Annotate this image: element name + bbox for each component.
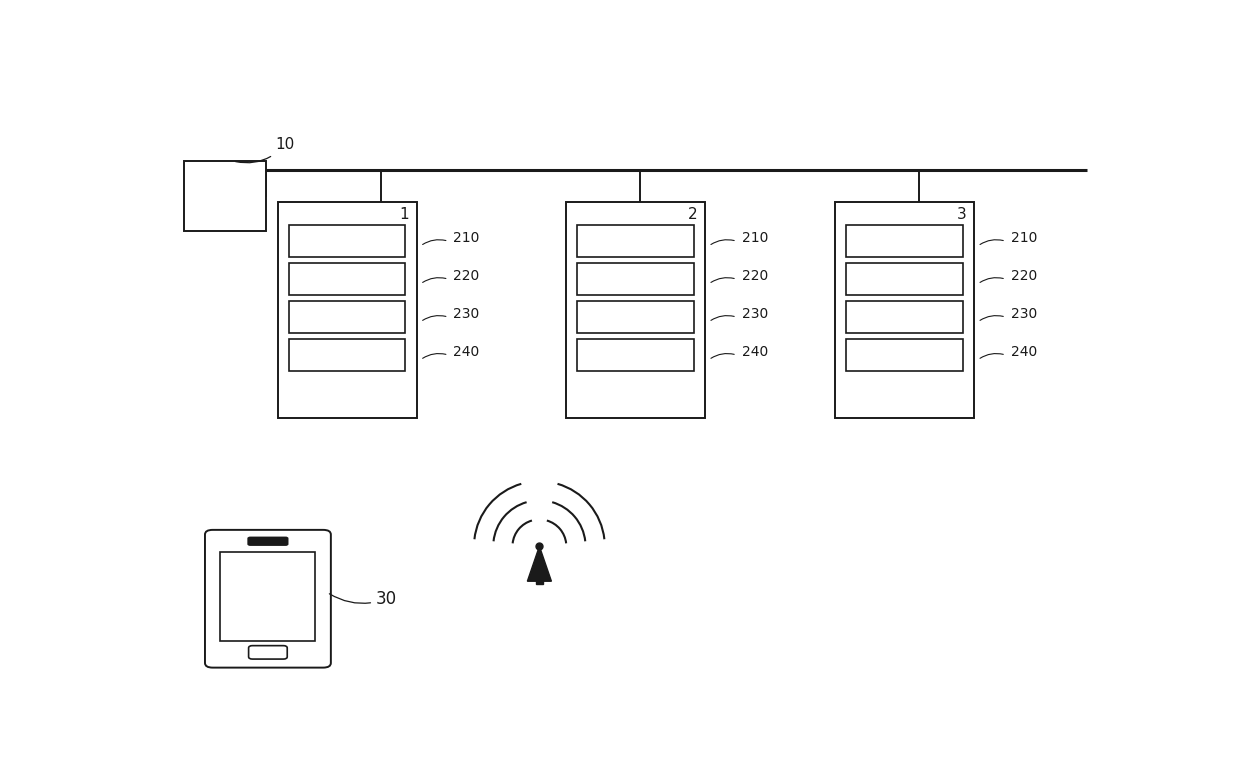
Bar: [293, 342, 409, 374]
Text: 240: 240: [1011, 345, 1037, 359]
Bar: [847, 263, 962, 296]
Text: 220: 220: [742, 269, 768, 283]
Bar: [293, 304, 409, 336]
Bar: [582, 266, 697, 298]
Bar: [289, 339, 405, 371]
Bar: [293, 266, 409, 298]
Text: 1: 1: [399, 206, 409, 221]
Bar: [578, 225, 693, 257]
Bar: [289, 301, 405, 334]
Bar: [851, 304, 966, 336]
Bar: [582, 228, 697, 260]
Text: 210: 210: [1011, 231, 1037, 246]
Bar: [851, 228, 966, 260]
Text: 220: 220: [1011, 269, 1037, 283]
Text: 230: 230: [742, 307, 768, 321]
Bar: [289, 263, 405, 296]
FancyBboxPatch shape: [248, 646, 288, 659]
Bar: [578, 301, 693, 334]
Text: 230: 230: [1011, 307, 1037, 321]
Text: 10: 10: [236, 137, 294, 163]
Text: 210: 210: [454, 231, 480, 246]
FancyBboxPatch shape: [205, 530, 331, 668]
Text: 240: 240: [742, 345, 768, 359]
Bar: [847, 225, 962, 257]
Text: 210: 210: [742, 231, 768, 246]
Bar: [578, 263, 693, 296]
Bar: [293, 228, 409, 260]
Bar: [184, 161, 265, 231]
Text: 30: 30: [330, 590, 397, 608]
Bar: [278, 202, 417, 418]
Text: 220: 220: [454, 269, 480, 283]
Text: 3: 3: [957, 206, 966, 221]
Text: 240: 240: [454, 345, 480, 359]
FancyBboxPatch shape: [247, 537, 289, 546]
Polygon shape: [527, 547, 552, 581]
Bar: [847, 301, 962, 334]
Polygon shape: [536, 581, 543, 584]
Bar: [847, 339, 962, 371]
Bar: [582, 342, 697, 374]
Text: 230: 230: [454, 307, 480, 321]
Bar: [565, 202, 706, 418]
Bar: [578, 339, 693, 371]
Bar: [289, 225, 405, 257]
Bar: [851, 266, 966, 298]
Bar: [582, 304, 697, 336]
Text: 2: 2: [688, 206, 697, 221]
Bar: [851, 342, 966, 374]
Bar: [221, 552, 315, 641]
Bar: [835, 202, 975, 418]
